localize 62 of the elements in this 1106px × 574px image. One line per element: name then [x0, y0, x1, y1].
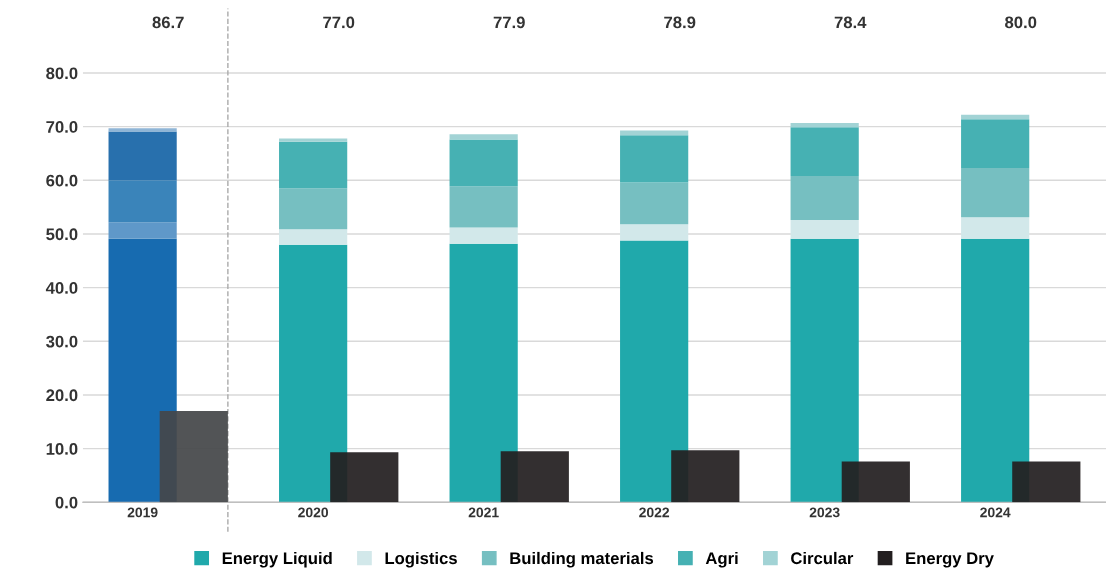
bar — [108, 180, 177, 223]
bar — [790, 127, 859, 177]
bar — [790, 122, 859, 128]
x-tick-label: 2020 — [298, 507, 329, 518]
bar — [500, 451, 569, 503]
x-tick-label: 2024 — [980, 507, 1011, 518]
y-tick-label: 30.0 — [46, 335, 78, 348]
bar — [330, 452, 399, 503]
legend-label: Agri — [705, 551, 738, 568]
bar — [671, 450, 740, 503]
annotation: 78.4 — [834, 16, 867, 29]
y-tick-label: 70.0 — [46, 121, 78, 133]
bar — [620, 135, 689, 183]
bar — [279, 229, 348, 245]
x-tick-label: 2023 — [809, 507, 840, 518]
bar — [279, 244, 348, 503]
bar — [961, 238, 1030, 503]
y-tick-label: 10.0 — [46, 442, 78, 455]
bar — [279, 138, 348, 142]
y-tick-label: 80.0 — [46, 67, 78, 80]
annotation: 77.9 — [493, 16, 525, 29]
y-tick-label: 60.0 — [46, 174, 78, 187]
legend-label: Energy Liquid — [222, 551, 332, 568]
bar — [620, 130, 689, 136]
x-tick-label: 2022 — [639, 507, 670, 518]
bar — [108, 128, 177, 132]
bar — [961, 119, 1030, 168]
bar — [961, 167, 1030, 218]
x-tick-label: 2021 — [468, 507, 499, 518]
bar — [790, 238, 859, 503]
bar — [279, 141, 348, 189]
bar — [449, 186, 518, 228]
bar — [841, 461, 910, 503]
bar — [961, 114, 1030, 120]
bar — [449, 134, 518, 140]
legend-label: Circular — [791, 551, 854, 565]
bar — [449, 243, 518, 503]
x-tick-label: 2019 — [127, 507, 158, 518]
bar — [790, 176, 859, 221]
y-tick-label: 40.0 — [45, 282, 78, 294]
annotation: 77.0 — [323, 16, 355, 29]
annotation: 86.7 — [152, 16, 184, 29]
annotation: 78.9 — [664, 16, 696, 29]
y-tick-label: 20.0 — [46, 389, 78, 402]
bar — [449, 139, 518, 187]
bar — [108, 131, 177, 181]
bar — [620, 224, 689, 241]
bar — [108, 222, 177, 239]
bar — [790, 220, 859, 239]
legend-label: Building materials — [510, 551, 654, 568]
bar — [620, 182, 689, 225]
y-tick-label: 50.0 — [46, 228, 78, 241]
bar — [1012, 461, 1081, 503]
bar — [108, 238, 177, 503]
legend-label: Logistics — [385, 551, 457, 568]
bar — [279, 188, 348, 230]
bar — [961, 217, 1030, 239]
legend-label: Energy Dry — [906, 552, 994, 568]
bar — [620, 240, 689, 503]
bar — [449, 227, 518, 244]
annotation: 80.0 — [1005, 16, 1037, 29]
y-tick-label: 0.0 — [55, 496, 78, 509]
